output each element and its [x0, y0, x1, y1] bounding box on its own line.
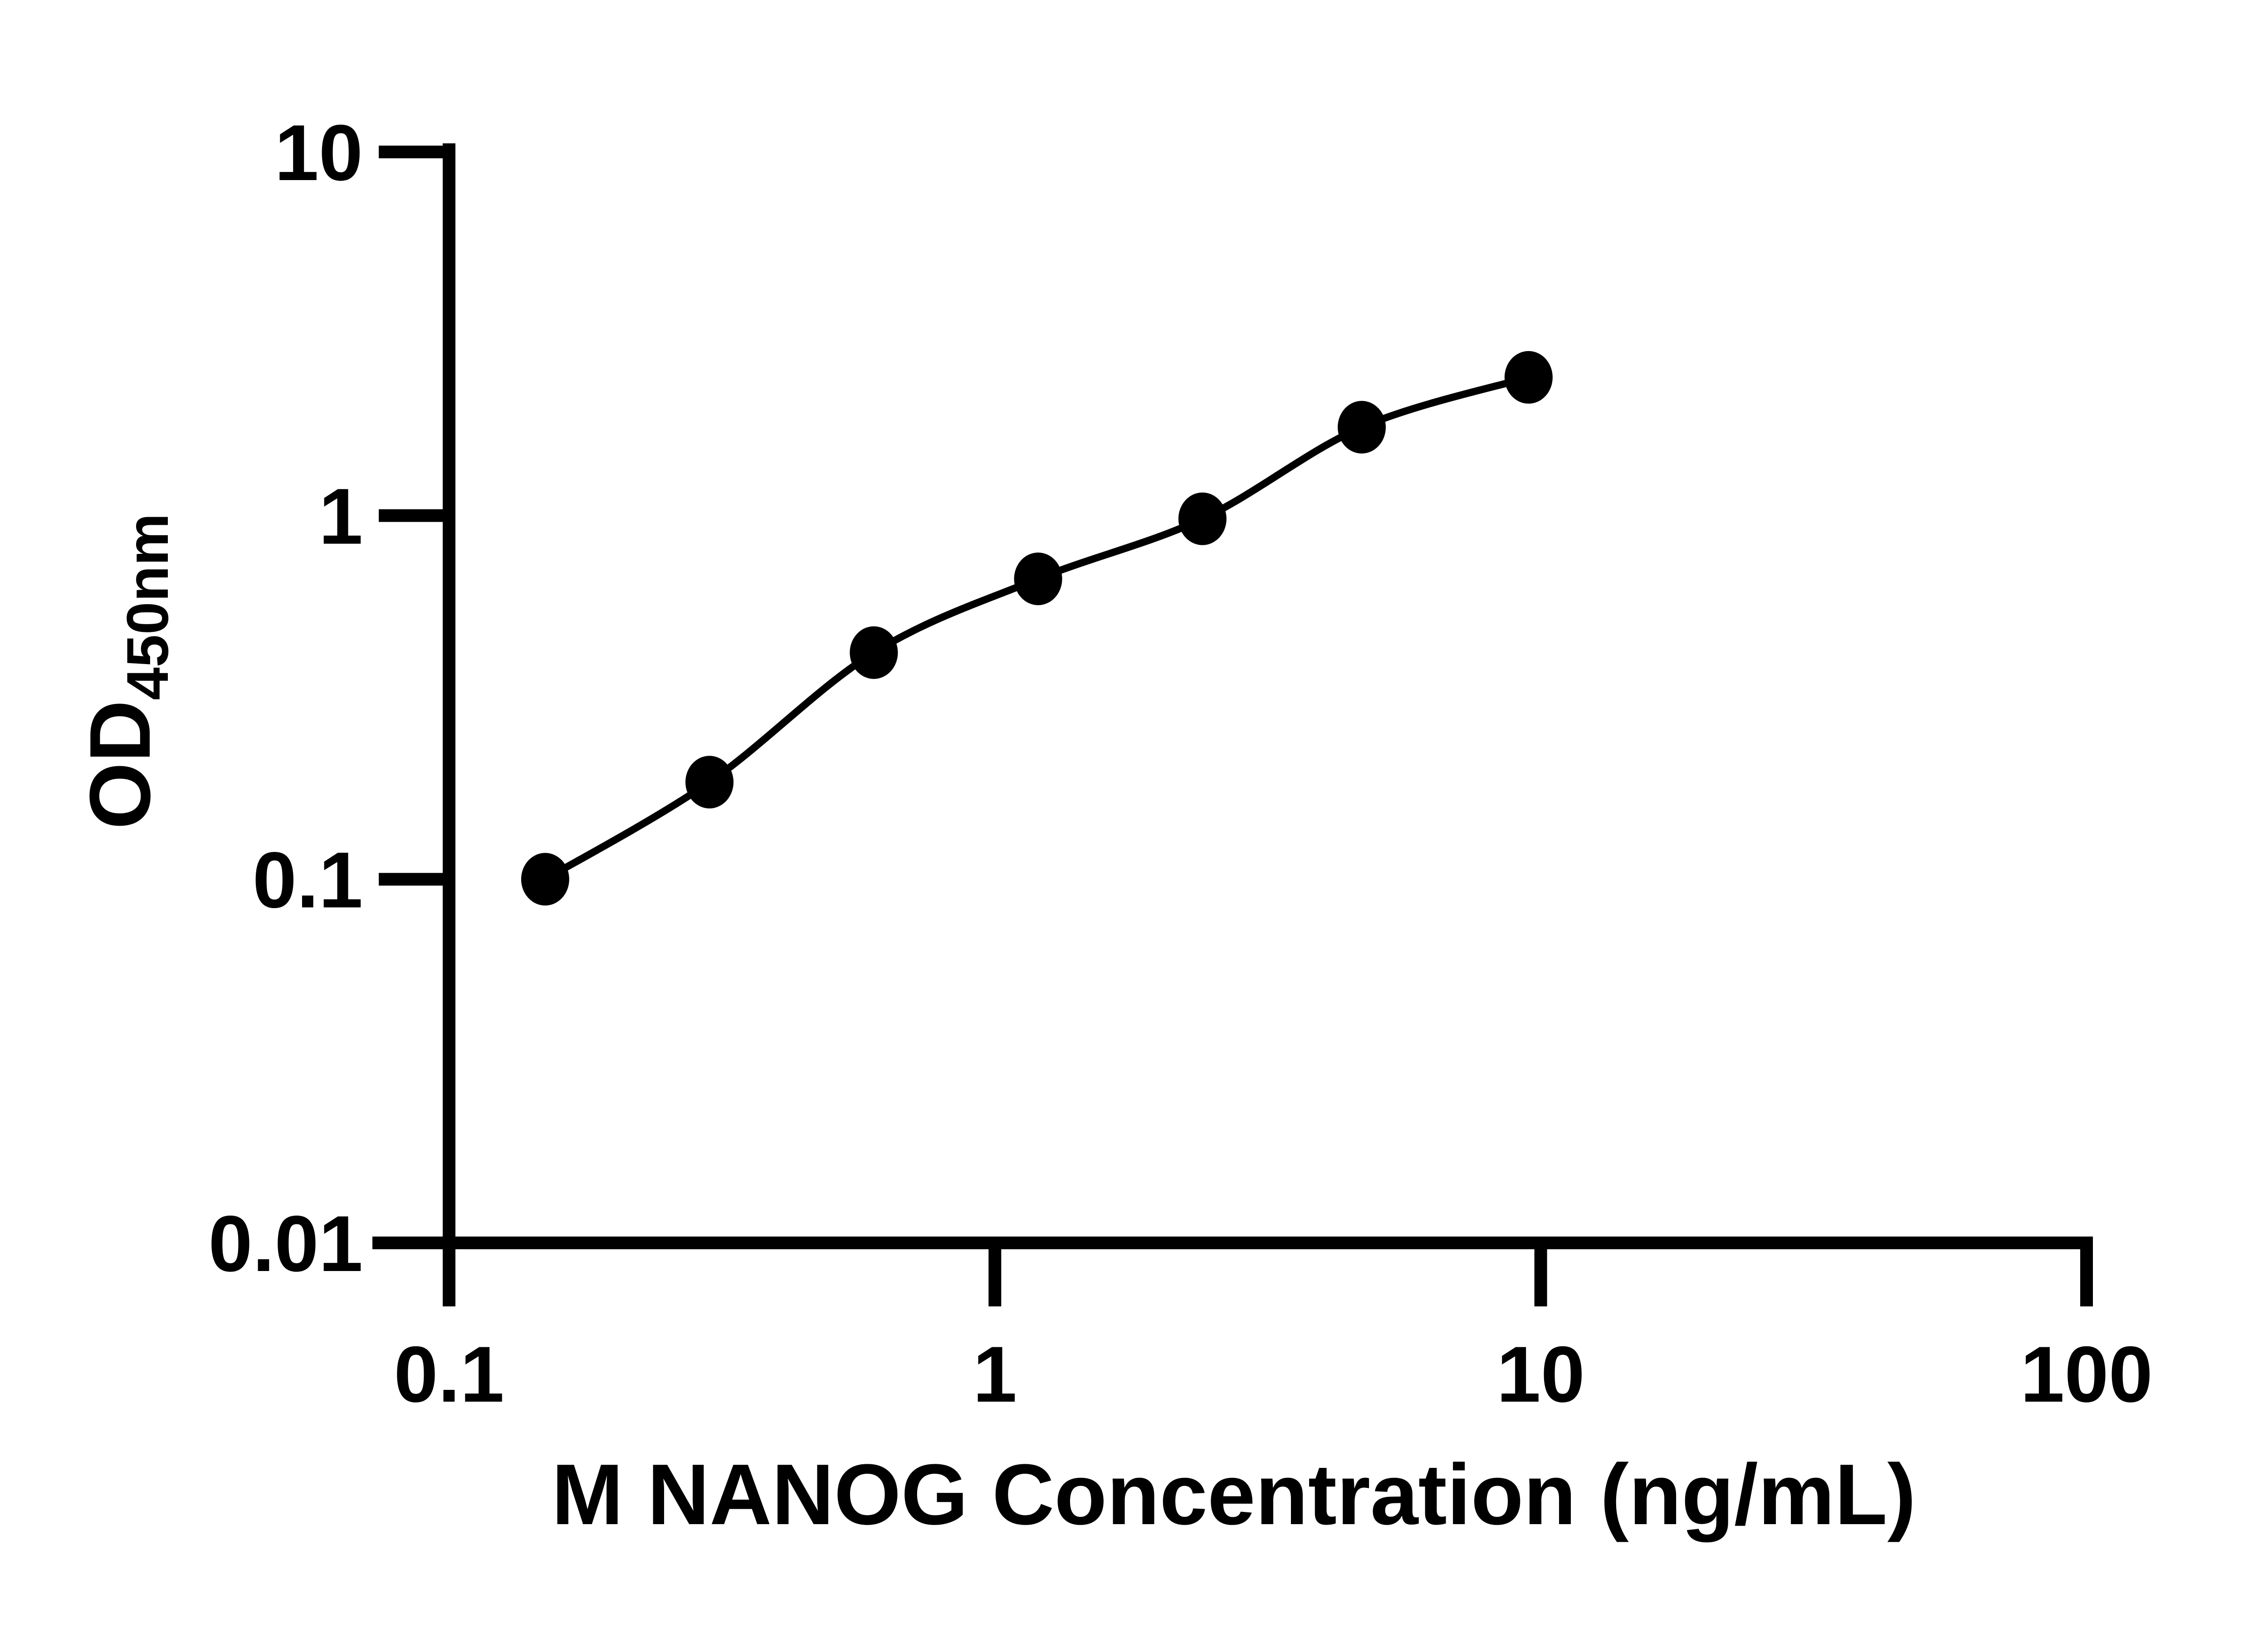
x-axis-tick-label: 10 [1496, 1330, 1585, 1419]
y-axis-title-base: OD [72, 700, 168, 829]
y-axis-title: OD450nm [72, 513, 181, 830]
y-axis-tick-label: 10 [274, 109, 363, 197]
data-point [1014, 552, 1062, 606]
x-axis-tick-labels: 0.1 1 10 100 [394, 1330, 2153, 1419]
y-axis-ticks [379, 146, 449, 1249]
x-axis-ticks [443, 1243, 2093, 1306]
data-point [685, 756, 734, 809]
x-axis-title: M NANOG Concentration (ng/mL) [552, 1447, 1916, 1543]
data-point-markers [521, 351, 1553, 906]
y-axis-tick-label: 0.1 [253, 836, 363, 924]
data-point [1504, 351, 1553, 404]
data-point [521, 853, 569, 906]
data-point [1338, 401, 1386, 454]
y-axis-tick-labels: 0.01 0.1 1 10 [208, 109, 363, 1288]
x-axis-tick-label: 1 [973, 1330, 1017, 1419]
y-axis-title-group: OD450nm [72, 513, 181, 830]
x-axis-tick-label: 100 [2020, 1330, 2153, 1419]
y-axis-title-subscript: 450nm [114, 513, 181, 700]
x-axis-tick-label: 0.1 [394, 1330, 504, 1419]
y-axis-tick-label: 1 [319, 473, 363, 561]
y-axis-tick-label: 0.01 [208, 1200, 363, 1288]
data-point [1178, 492, 1227, 545]
data-point [850, 626, 898, 679]
